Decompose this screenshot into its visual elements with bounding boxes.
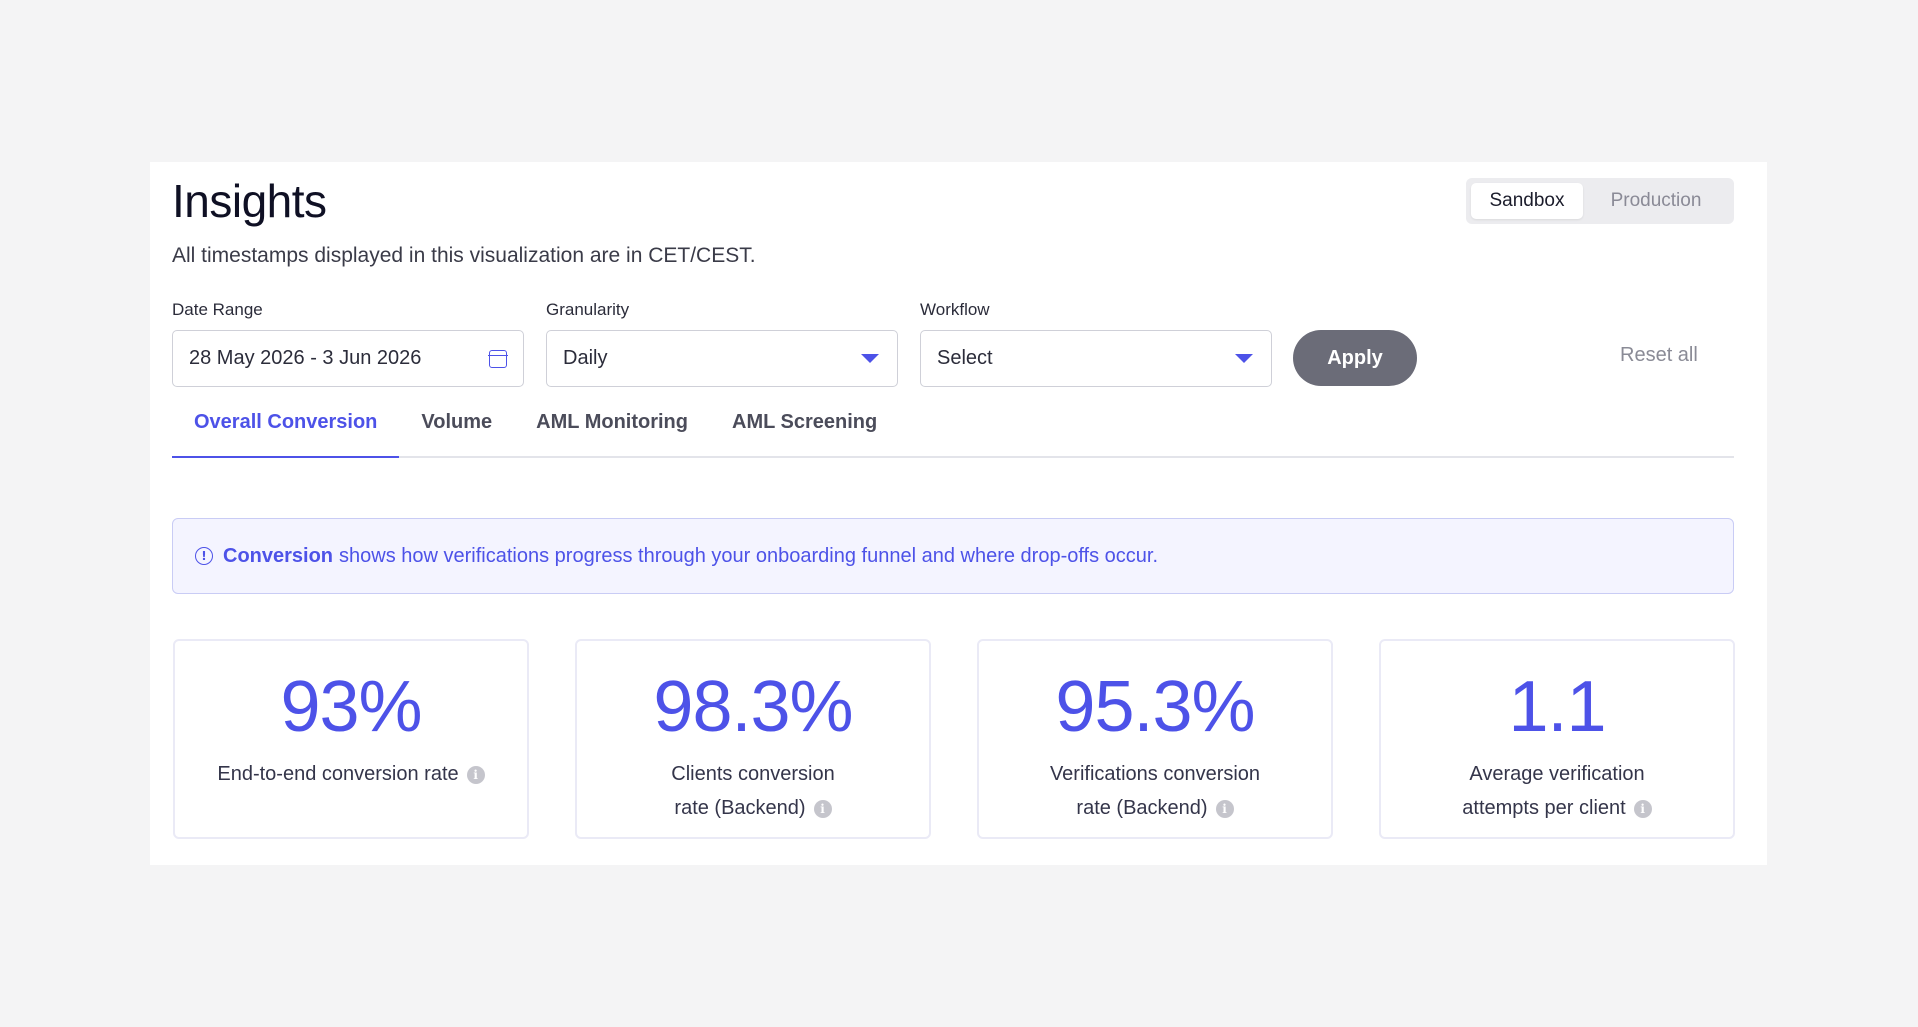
tab-aml-monitoring[interactable]: AML Monitoring	[536, 411, 688, 433]
tab-overall-conversion[interactable]: Overall Conversion	[172, 409, 400, 458]
metric-card-average-attempts: 1.1 Average verification attempts per cl…	[1379, 639, 1735, 839]
metric-label: Verifications conversion rate (Backend) i	[979, 757, 1331, 825]
workflow-select[interactable]: Select	[920, 330, 1272, 387]
metric-label: Clients conversion rate (Backend) i	[577, 757, 929, 825]
granularity-select[interactable]: Daily	[546, 330, 898, 387]
metric-card-clients-conversion: 98.3% Clients conversion rate (Backend) i	[575, 639, 931, 839]
metric-label-text: End-to-end conversion rate	[217, 763, 459, 785]
info-banner-text: shows how verifications progress through…	[339, 544, 1159, 567]
granularity-value: Daily	[563, 347, 608, 369]
metric-value: 95.3%	[1055, 667, 1255, 747]
metric-label: End-to-end conversion rate i	[175, 757, 527, 791]
env-option-sandbox[interactable]: Sandbox	[1471, 183, 1583, 219]
info-tooltip-icon[interactable]: i	[466, 765, 485, 784]
info-tooltip-icon[interactable]: i	[1633, 799, 1652, 818]
timezone-note: All timestamps displayed in this visuali…	[172, 244, 756, 267]
calendar-icon[interactable]	[488, 349, 508, 368]
granularity-label: Granularity	[546, 300, 630, 319]
info-tooltip-icon[interactable]: i	[813, 799, 832, 818]
metric-card-end-to-end: 93% End-to-end conversion rate i	[173, 639, 529, 839]
env-option-production[interactable]: Production	[1610, 190, 1702, 211]
workflow-value: Select	[937, 347, 993, 369]
chevron-down-icon	[861, 354, 879, 363]
metric-card-verifications-conversion: 95.3% Verifications conversion rate (Bac…	[977, 639, 1333, 839]
date-range-value: 28 May 2026 - 3 Jun 2026	[189, 347, 422, 369]
info-icon: !	[195, 547, 213, 565]
metric-value: 93%	[280, 667, 422, 747]
reset-all-button[interactable]: Reset all	[1620, 344, 1698, 366]
info-tooltip-icon[interactable]: i	[1215, 799, 1234, 818]
page-title: Insights	[172, 175, 327, 227]
info-banner-strong: Conversion	[223, 544, 334, 567]
environment-toggle: Sandbox Production	[1466, 178, 1734, 224]
insights-tabs: Overall Conversion Volume AML Monitoring…	[172, 409, 1734, 458]
chevron-down-icon	[1235, 354, 1253, 363]
metric-label: Average verification attempts per client…	[1381, 757, 1733, 825]
metric-value: 98.3%	[653, 667, 853, 747]
tab-volume[interactable]: Volume	[421, 411, 493, 433]
info-banner: ! Conversion shows how verifications pro…	[172, 518, 1734, 594]
apply-button[interactable]: Apply	[1293, 330, 1417, 386]
metric-label-text: Verifications conversion rate (Backend)	[1049, 763, 1261, 819]
date-range-picker[interactable]: 28 May 2026 - 3 Jun 2026	[172, 330, 524, 387]
metric-label-text: Clients conversion rate (Backend)	[671, 763, 835, 819]
metric-label-text: Average verification attempts per client	[1462, 763, 1645, 819]
tab-aml-screening[interactable]: AML Screening	[732, 411, 878, 433]
insights-panel: Insights Sandbox Production All timestam…	[150, 162, 1767, 865]
date-range-label: Date Range	[172, 300, 263, 319]
metric-value: 1.1	[1508, 667, 1606, 747]
workflow-label: Workflow	[920, 300, 990, 319]
